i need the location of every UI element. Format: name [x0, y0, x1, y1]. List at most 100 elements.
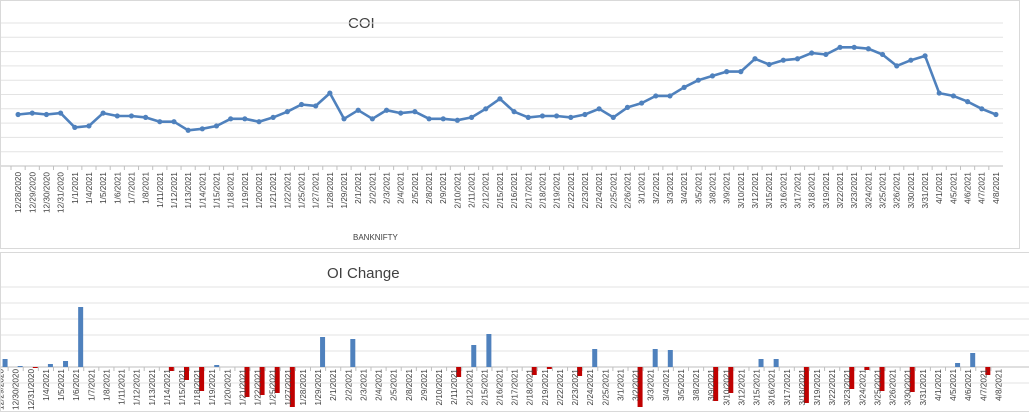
coi-data-point	[242, 116, 248, 122]
coi-data-point	[29, 110, 35, 116]
coi-data-point	[894, 63, 900, 69]
oi-bar-negative	[259, 367, 265, 395]
oi-x-tick-label: 1/22/2021	[254, 369, 263, 406]
oi-bar-negative	[531, 367, 537, 375]
coi-data-point	[511, 109, 517, 115]
coi-x-tick-label: 2/2/2021	[368, 172, 377, 204]
oi-x-tick-label: 3/3/2021	[647, 369, 656, 401]
coi-data-point	[256, 119, 262, 125]
coi-x-tick-label: 2/3/2021	[383, 172, 392, 204]
coi-data-point	[922, 53, 928, 59]
oi-x-tick-label: 1/15/2021	[178, 369, 187, 406]
coi-data-point	[468, 114, 475, 120]
oi-x-tick-label: 1/18/2021	[193, 369, 202, 406]
oi-bar-negative	[985, 367, 991, 375]
coi-data-point	[879, 51, 886, 58]
coi-x-tick-label: 3/16/2021	[779, 172, 788, 209]
oi-x-tick-label: 3/15/2021	[753, 369, 762, 406]
coi-x-tick-label: 3/12/2021	[751, 172, 760, 209]
coi-x-tick-label: 2/12/2021	[482, 172, 491, 209]
coi-data-point	[454, 117, 460, 123]
coi-data-point	[398, 110, 404, 116]
coi-x-tick-label: 3/18/2021	[808, 172, 817, 209]
oi-x-tick-label: 1/8/2021	[102, 369, 111, 401]
oi-x-tick-label: 3/30/2021	[904, 369, 913, 406]
coi-data-point	[709, 73, 716, 79]
coi-x-tick-label: 2/22/2021	[567, 172, 576, 209]
oi-x-tick-label: 3/24/2021	[858, 369, 867, 406]
coi-data-point	[483, 106, 489, 112]
coi-data-point	[766, 61, 772, 68]
oi-bar-negative	[577, 367, 583, 376]
coi-x-tick-label: 2/18/2021	[538, 172, 547, 209]
coi-data-point	[383, 107, 390, 113]
coi-data-point	[624, 104, 631, 110]
coi-data-point	[426, 116, 432, 122]
oi-bar-positive	[214, 365, 220, 367]
coi-x-tick-label: 12/29/2020	[28, 172, 37, 213]
oi-bar-negative	[728, 367, 734, 393]
coi-x-tick-label: 3/31/2021	[921, 172, 930, 209]
coi-data-point	[582, 111, 588, 118]
coi-x-tick-label: 3/5/2021	[694, 172, 703, 204]
coi-x-tick-label: 1/6/2021	[113, 172, 122, 204]
coi-x-tick-label: 1/4/2021	[85, 172, 94, 204]
coi-data-point	[667, 93, 673, 99]
oi-x-tick-label: 3/22/2021	[828, 369, 837, 406]
coi-data-point	[100, 110, 106, 116]
oi-change-chart-title: OI Change	[327, 265, 400, 282]
oi-x-tick-label: 3/5/2021	[677, 369, 686, 401]
oi-x-tick-label: 3/25/2021	[873, 369, 882, 406]
coi-data-point	[355, 107, 361, 113]
oi-bar-positive	[78, 307, 84, 367]
coi-chart-panel: COI BANKNIFTY 12/28/2020 12/29/2020 12/30/…	[0, 0, 1020, 249]
oi-x-tick-label: 3/10/2021	[722, 369, 731, 406]
oi-bar-positive	[592, 349, 598, 367]
oi-bar-positive	[652, 349, 658, 367]
coi-x-tick-label: 1/20/2021	[255, 172, 264, 209]
oi-x-tick-label: 1/5/2021	[57, 369, 66, 401]
coi-x-tick-label: 1/27/2021	[312, 172, 321, 209]
coi-x-tick-label: 3/24/2021	[864, 172, 873, 209]
oi-x-tick-label: 1/25/2021	[269, 369, 278, 406]
coi-data-point	[653, 93, 659, 99]
oi-x-tick-label: 1/12/2021	[133, 369, 142, 406]
coi-x-tick-label: 3/9/2021	[723, 172, 732, 204]
oi-x-tick-label: 2/18/2021	[526, 369, 535, 406]
coi-x-tick-label: 3/1/2021	[638, 172, 647, 204]
coi-series-line	[17, 45, 997, 132]
oi-bar-negative	[864, 367, 870, 370]
coi-data-point	[199, 126, 205, 132]
oi-bar-positive	[350, 339, 356, 367]
coi-x-tick-label: 3/2/2021	[652, 172, 661, 204]
oi-x-tick-label: 3/18/2021	[798, 369, 807, 406]
oi-x-tick-label: 4/6/2021	[964, 369, 973, 401]
oi-x-tick-label: 1/27/2021	[284, 369, 293, 406]
coi-data-point	[213, 123, 220, 129]
oi-x-tick-label: 3/19/2021	[813, 369, 822, 406]
oi-x-tick-label: 3/1/2021	[616, 369, 625, 401]
oi-x-tick-label: 1/13/2021	[148, 369, 157, 406]
coi-x-tick-label: 2/16/2021	[510, 172, 519, 209]
oi-bar-positive	[47, 364, 53, 367]
oi-x-tick-label: 2/10/2021	[435, 369, 444, 406]
oi-x-tick-label: 12/29/2020	[1, 369, 6, 410]
coi-x-tick-label: 1/19/2021	[241, 172, 250, 209]
coi-data-point	[497, 96, 503, 102]
coi-x-tick-label: 1/7/2021	[127, 172, 136, 204]
coi-data-point	[823, 51, 829, 58]
coi-x-tick-label: 2/26/2021	[623, 172, 632, 209]
oi-x-tick-label: 1/29/2021	[314, 369, 323, 406]
oi-x-tick-label: 12/31/2020	[27, 369, 36, 410]
coi-data-point	[865, 46, 871, 52]
oi-x-tick-label: 1/4/2021	[42, 369, 51, 401]
oi-x-tick-label: 4/1/2021	[934, 369, 943, 401]
coi-x-tick-label: 1/14/2021	[198, 172, 207, 209]
coi-x-tick-label: 3/15/2021	[765, 172, 774, 209]
oi-bar-positive	[758, 359, 764, 367]
coi-data-point	[157, 119, 163, 125]
oi-x-tick-label: 2/22/2021	[556, 369, 565, 406]
coi-data-point	[58, 110, 64, 116]
oi-bar-positive	[2, 359, 8, 367]
oi-x-tick-label: 2/24/2021	[586, 369, 595, 406]
